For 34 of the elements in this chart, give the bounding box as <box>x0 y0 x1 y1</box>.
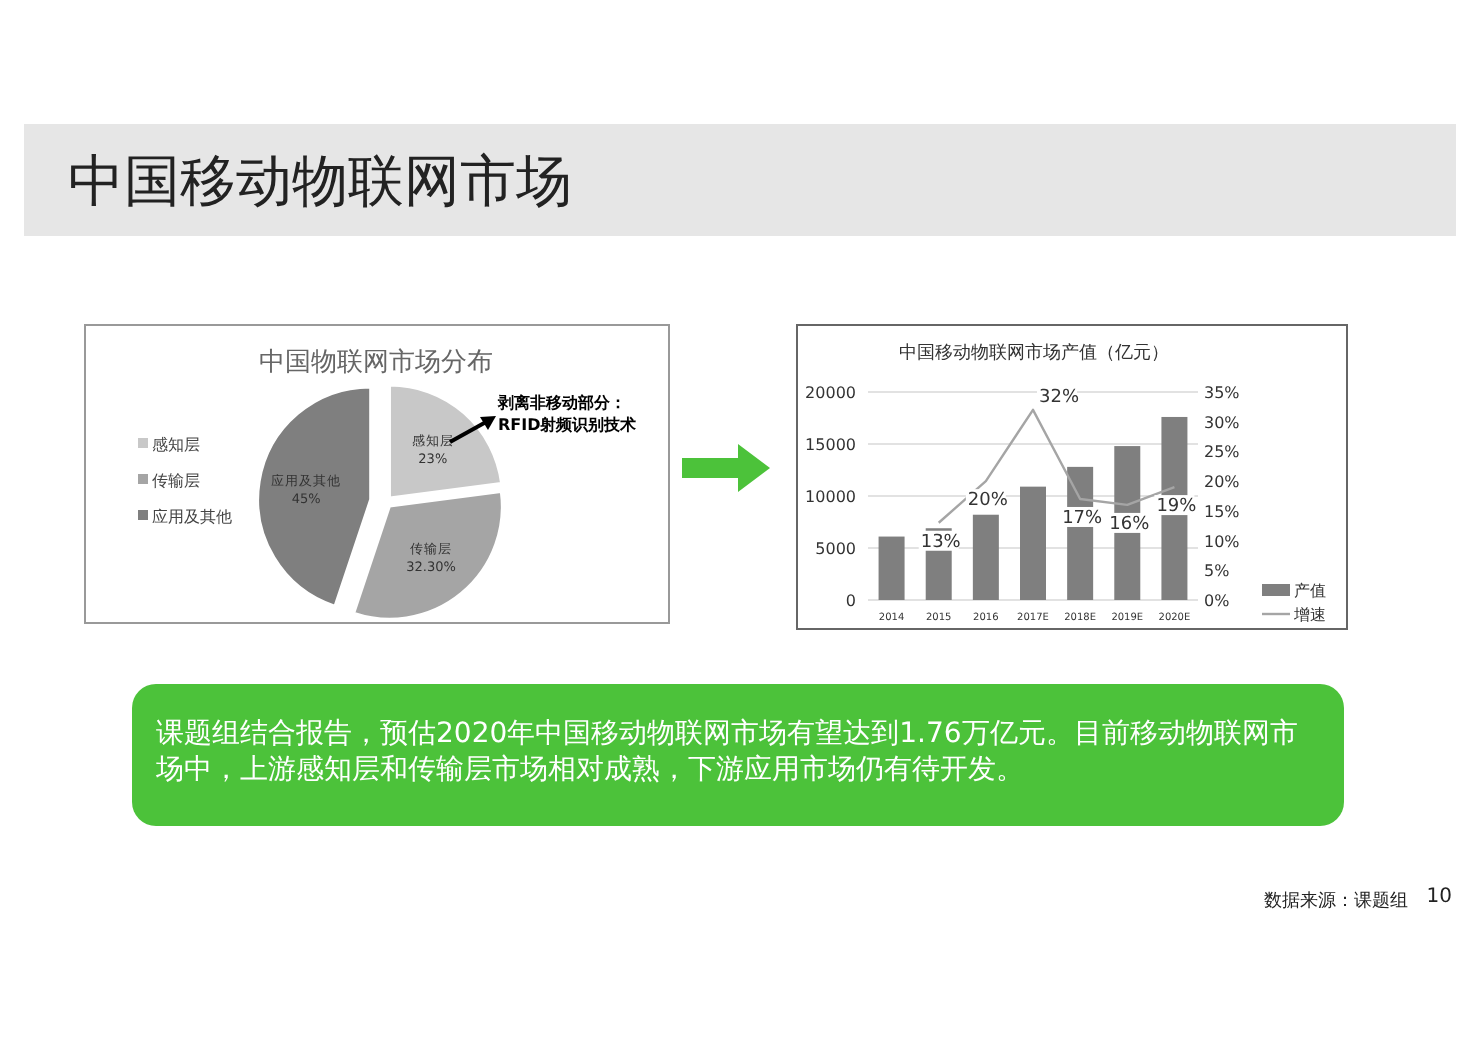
data-label: 17% <box>1062 508 1104 529</box>
y2-tick-label: 30% <box>1204 413 1241 432</box>
legend-label: 传输层 <box>152 472 200 490</box>
y-tick-label: 0 <box>845 592 856 610</box>
y2-tick-label: 0% <box>1204 592 1231 610</box>
data-label: 16% <box>1109 514 1151 535</box>
y2-tick-label: 10% <box>1204 532 1241 551</box>
text: 中国移动物联网市场 <box>68 146 572 218</box>
y2-tick-label: 15% <box>1204 502 1241 521</box>
bar <box>972 514 999 600</box>
legend-label: 产值 <box>1294 582 1326 600</box>
data-label: 13% <box>920 532 962 553</box>
legend-label: 增速 <box>1292 606 1326 624</box>
y-tick-label: 5000 <box>815 540 856 558</box>
data-label: 32% <box>1039 387 1080 408</box>
data-label: 19% <box>1156 497 1198 518</box>
y2-tick-label: 5% <box>1204 562 1231 581</box>
y2-tick-label: 20% <box>1204 473 1241 492</box>
y2-tick-label: 35% <box>1204 384 1241 402</box>
chart-title: 中国物联网市场分布 <box>259 348 493 378</box>
legend-label: 应用及其他 <box>152 508 232 526</box>
y-tick-label: 20000 <box>805 384 856 402</box>
y-tick-label: 15000 <box>805 436 856 454</box>
bar <box>878 536 905 600</box>
data-label: 20% <box>967 491 1009 512</box>
y2-tick-label: 25% <box>1204 443 1241 462</box>
y-tick-label: 10000 <box>805 488 856 506</box>
text: 10 <box>1426 886 1452 908</box>
source-note: 数据来源：课题组 <box>1264 889 1408 914</box>
text: 剥离非移动部分：RFID射频识别技术 <box>498 392 639 436</box>
bar <box>1020 486 1046 600</box>
chart-title: 中国移动物联网市场产值（亿元） <box>899 342 1169 364</box>
text: 课题组结合报告，预估2020年中国移动物联网市场有望达到1.76万亿元。目前移动物联网市场中，上游感知层和传输层市场相对成熟，下游应用市场仍有待开发。 <box>132 684 1344 826</box>
legend-label: 感知层 <box>152 436 200 454</box>
